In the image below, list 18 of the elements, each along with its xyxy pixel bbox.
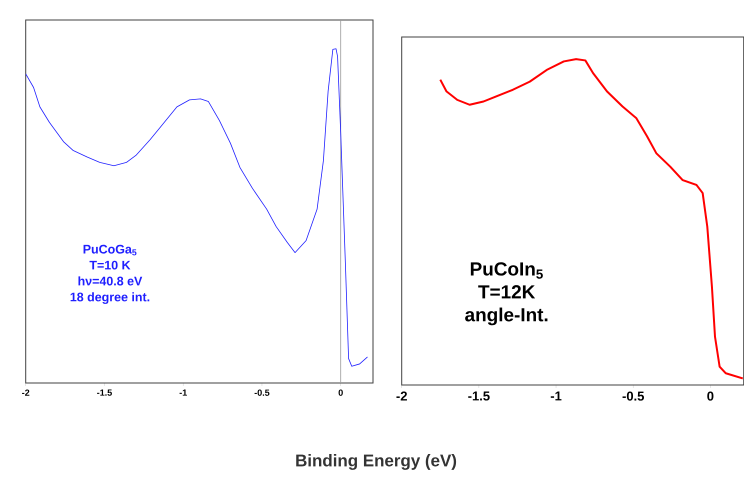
x-tick-label: -2 — [22, 390, 30, 396]
x-axis-title: Binding Energy (eV) — [296, 454, 456, 470]
x-tick-label: 0 — [707, 392, 714, 401]
x-tick-label: -0.5 — [254, 390, 270, 396]
annotation: T=10 K — [90, 260, 130, 270]
annotation: 18 degree int. — [70, 292, 150, 304]
x-tick-label: -1.5 — [468, 392, 490, 401]
annotation: hν=40.8 eV — [78, 276, 142, 286]
x-tick-label: -1.5 — [97, 390, 112, 396]
annotation: T=12K — [478, 285, 536, 298]
x-tick-label: -0.5 — [622, 392, 644, 401]
x-tick-label: -1 — [550, 392, 562, 400]
annotation: angle-Int. — [465, 308, 548, 326]
x-tick-label: -1 — [180, 390, 187, 396]
annotation: PuCoIn$_{5}$ — [470, 262, 543, 279]
annotation: PuCoGa$_{5}$ — [84, 244, 136, 256]
x-tick-label: -2 — [396, 392, 407, 401]
x-tick-label: 0 — [338, 390, 343, 396]
